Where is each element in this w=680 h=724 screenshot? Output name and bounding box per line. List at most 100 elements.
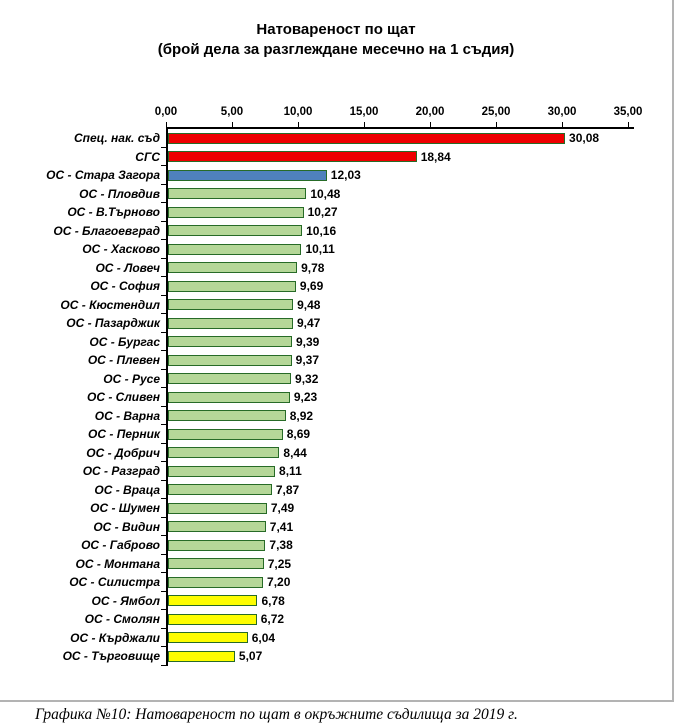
value-label: 7,87	[275, 482, 300, 497]
category-label: ОС - Ловеч	[95, 260, 160, 275]
bar	[168, 262, 298, 274]
bar-track: 9,78	[161, 258, 672, 277]
bars-container: Спец. нак. съд 30,08 СГС 18,84 ОС - Стар…	[0, 129, 672, 666]
bar	[168, 336, 292, 348]
bar-track: 8,92	[161, 406, 672, 425]
value-label: 9,47	[297, 316, 321, 330]
category-label: ОС - В.Търново	[67, 205, 160, 219]
bar-row: ОС - Пазарджик 9,47	[0, 314, 672, 333]
y-axis-tick	[161, 294, 166, 296]
bar-row: ОС - Силистра 7,20	[0, 573, 672, 592]
x-axis-tick-label: 35,00	[613, 106, 643, 118]
value-label: 8,11	[279, 464, 302, 478]
y-axis-tick	[161, 535, 166, 536]
x-axis-tick-label: 30,00	[547, 106, 577, 118]
bar	[168, 132, 566, 144]
category-label: ОС - Кюстендил	[60, 297, 160, 312]
x-axis-tick-label: 5,00	[220, 106, 244, 118]
x-axis-tick	[298, 122, 299, 129]
y-axis-tick	[161, 646, 166, 647]
chart-title: Натовареност по щат (брой дела за разгле…	[0, 0, 672, 60]
value-label: 6,04	[251, 630, 276, 645]
bar-row: ОС - Габрово 7,38	[0, 536, 672, 555]
y-axis-tick	[161, 442, 166, 444]
bar-row: ОС - Кърджали 6,04	[0, 628, 672, 647]
bar-track: 30,08	[161, 129, 672, 148]
x-axis-tick-label: 15,00	[349, 106, 379, 118]
value-label: 10,48	[310, 186, 341, 201]
y-axis-tick	[161, 276, 166, 277]
x-axis-tick	[232, 122, 233, 129]
bar	[168, 502, 267, 514]
bar	[168, 484, 272, 496]
bar-row: ОС - Ловеч 9,78	[0, 258, 672, 277]
bar-track: 8,11	[161, 462, 672, 481]
bar	[168, 280, 296, 292]
bar-row: ОС - Плевен 9,37	[0, 351, 672, 370]
bar-track: 9,32	[161, 369, 672, 388]
category-label: ОС - Перник	[88, 427, 160, 441]
chart-title-line1: Натовареност по щат	[256, 21, 416, 38]
chart-caption: Графика №10: Натовареност по щат в окръж…	[35, 706, 518, 723]
category-label: ОС - София	[90, 279, 160, 293]
value-label: 9,37	[295, 353, 320, 367]
value-label: 6,78	[261, 593, 285, 608]
bar-track: 9,37	[161, 351, 672, 370]
x-axis-tick-label: 20,00	[415, 106, 445, 118]
bar-track: 8,44	[161, 443, 672, 462]
y-axis-tick	[161, 368, 166, 370]
y-axis-tick	[161, 313, 166, 314]
y-axis-tick	[161, 202, 166, 203]
bar	[168, 539, 266, 551]
bar-row: ОС - Разград 8,11	[0, 462, 672, 481]
bar-track: 6,04	[161, 628, 672, 647]
category-label: ОС - Видин	[93, 519, 160, 534]
category-label: Спец. нак. съд	[73, 131, 160, 145]
bar-track: 10,27	[161, 203, 672, 222]
category-label: ОС - Кърджали	[70, 630, 160, 645]
x-axis-tick-label: 25,00	[481, 106, 511, 118]
value-label: 5,07	[238, 649, 263, 663]
value-label: 8,44	[283, 445, 307, 460]
value-label: 7,20	[267, 575, 291, 589]
y-axis-tick	[161, 664, 166, 666]
bar-track: 9,39	[161, 332, 672, 351]
bar-track: 7,41	[161, 517, 672, 536]
bar	[168, 391, 290, 403]
bar	[168, 206, 304, 218]
bar	[168, 558, 264, 570]
value-label: 9,48	[297, 297, 321, 312]
y-axis-tick	[161, 479, 166, 481]
bar-row: ОС - Перник 8,69	[0, 425, 672, 444]
value-label: 10,11	[305, 242, 335, 256]
bar-row: Спец. нак. съд 30,08	[0, 129, 672, 148]
bar-track: 7,25	[161, 554, 672, 573]
y-axis-tick	[161, 146, 166, 148]
value-label: 12,03	[330, 168, 361, 182]
value-label: 9,39	[295, 334, 320, 349]
value-label: 9,23	[293, 390, 318, 404]
bar-row: ОС - Търговище 5,07	[0, 647, 672, 666]
y-axis-tick	[161, 387, 166, 388]
bar-row: ОС - Пловдив 10,48	[0, 184, 672, 203]
bar-track: 10,48	[161, 184, 672, 203]
y-axis-tick	[161, 331, 166, 333]
bar-row: ОС - Видин 7,41	[0, 517, 672, 536]
bar-row: СГС 18,84	[0, 147, 672, 166]
value-label: 8,69	[286, 427, 311, 441]
y-axis-tick	[161, 516, 166, 518]
category-label: ОС - Варна	[94, 408, 160, 423]
bar	[168, 188, 307, 200]
value-label: 6,72	[260, 612, 285, 626]
bar-row: ОС - Бургас 9,39	[0, 332, 672, 351]
category-label: ОС - Сливен	[87, 390, 160, 404]
bar-track: 6,72	[161, 610, 672, 629]
value-label: 7,38	[269, 538, 293, 552]
value-label: 9,69	[299, 279, 324, 293]
bar-track: 8,69	[161, 425, 672, 444]
category-label: ОС - Бургас	[89, 334, 160, 349]
bar-track: 10,16	[161, 221, 672, 240]
value-label: 8,92	[289, 408, 314, 423]
category-label: ОС - Разград	[82, 464, 160, 478]
